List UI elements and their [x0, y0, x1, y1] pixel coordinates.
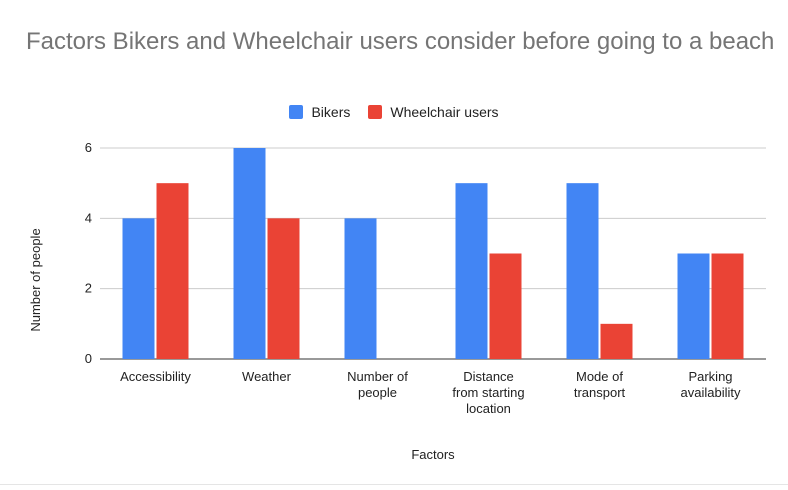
x-tick-label: Number of people — [347, 369, 408, 400]
x-tick-label-line: from starting — [452, 385, 524, 400]
x-tick-label: Parking availability — [681, 369, 741, 400]
x-tick-label-line: people — [358, 385, 397, 400]
legend-label-bikers: Bikers — [311, 104, 351, 120]
bar-wheelchair-users[interactable] — [489, 253, 522, 360]
bar-bikers[interactable] — [122, 218, 155, 359]
bar-wheelchair-users[interactable] — [711, 253, 744, 360]
bottom-divider — [0, 484, 788, 485]
x-axis-title: Factors — [411, 447, 455, 462]
x-tick-label: Distance from starting location — [452, 369, 524, 416]
bar-wheelchair-users[interactable] — [156, 183, 189, 359]
legend-swatch-bikers — [289, 105, 304, 119]
y-tick-label: 4 — [85, 210, 92, 225]
bar-bikers[interactable] — [677, 253, 710, 360]
gridlines — [100, 147, 766, 360]
bar-wheelchair-users[interactable] — [600, 323, 633, 359]
x-tick-label-line: availability — [681, 385, 741, 400]
bar-bikers[interactable] — [566, 183, 599, 359]
chart-title: Factors Bikers and Wheelchair users cons… — [26, 28, 775, 55]
x-tick-label-line: Weather — [242, 369, 292, 384]
x-tick-label: Weather — [242, 369, 292, 384]
x-tick-label-line: Mode of — [576, 369, 623, 384]
bar-bikers[interactable] — [233, 148, 266, 359]
legend-item-wheelchair-users[interactable]: Wheelchair users — [368, 104, 499, 120]
bar-wheelchair-users[interactable] — [267, 218, 300, 359]
x-tick-label-line: Number of — [347, 369, 408, 384]
bar-bikers[interactable] — [344, 218, 377, 359]
bars — [122, 148, 744, 360]
legend-item-bikers[interactable]: Bikers — [289, 104, 350, 120]
legend-label-wheelchair-users: Wheelchair users — [390, 104, 499, 120]
x-tick-label-line: Accessibility — [120, 369, 191, 384]
x-tick-label-line: Distance — [463, 369, 514, 384]
x-tick-label: Mode of transport — [574, 369, 626, 400]
legend-swatch-wheelchair-users — [368, 105, 383, 119]
legend: Bikers Wheelchair users — [0, 102, 788, 122]
y-axis-title: Number of people — [28, 228, 43, 331]
x-tick-label: Accessibility — [120, 369, 191, 384]
y-tick-label: 0 — [85, 351, 92, 366]
y-tick-label: 2 — [85, 281, 92, 296]
y-tick-labels: 0 2 4 6 — [85, 140, 92, 366]
x-tick-label-line: Parking — [688, 369, 732, 384]
y-tick-label: 6 — [85, 140, 92, 155]
x-tick-labels: Accessibility Weather Number of people Dista… — [120, 369, 741, 416]
x-tick-label-line: location — [466, 401, 511, 416]
x-tick-label-line: transport — [574, 385, 626, 400]
bar-bikers[interactable] — [455, 183, 488, 359]
